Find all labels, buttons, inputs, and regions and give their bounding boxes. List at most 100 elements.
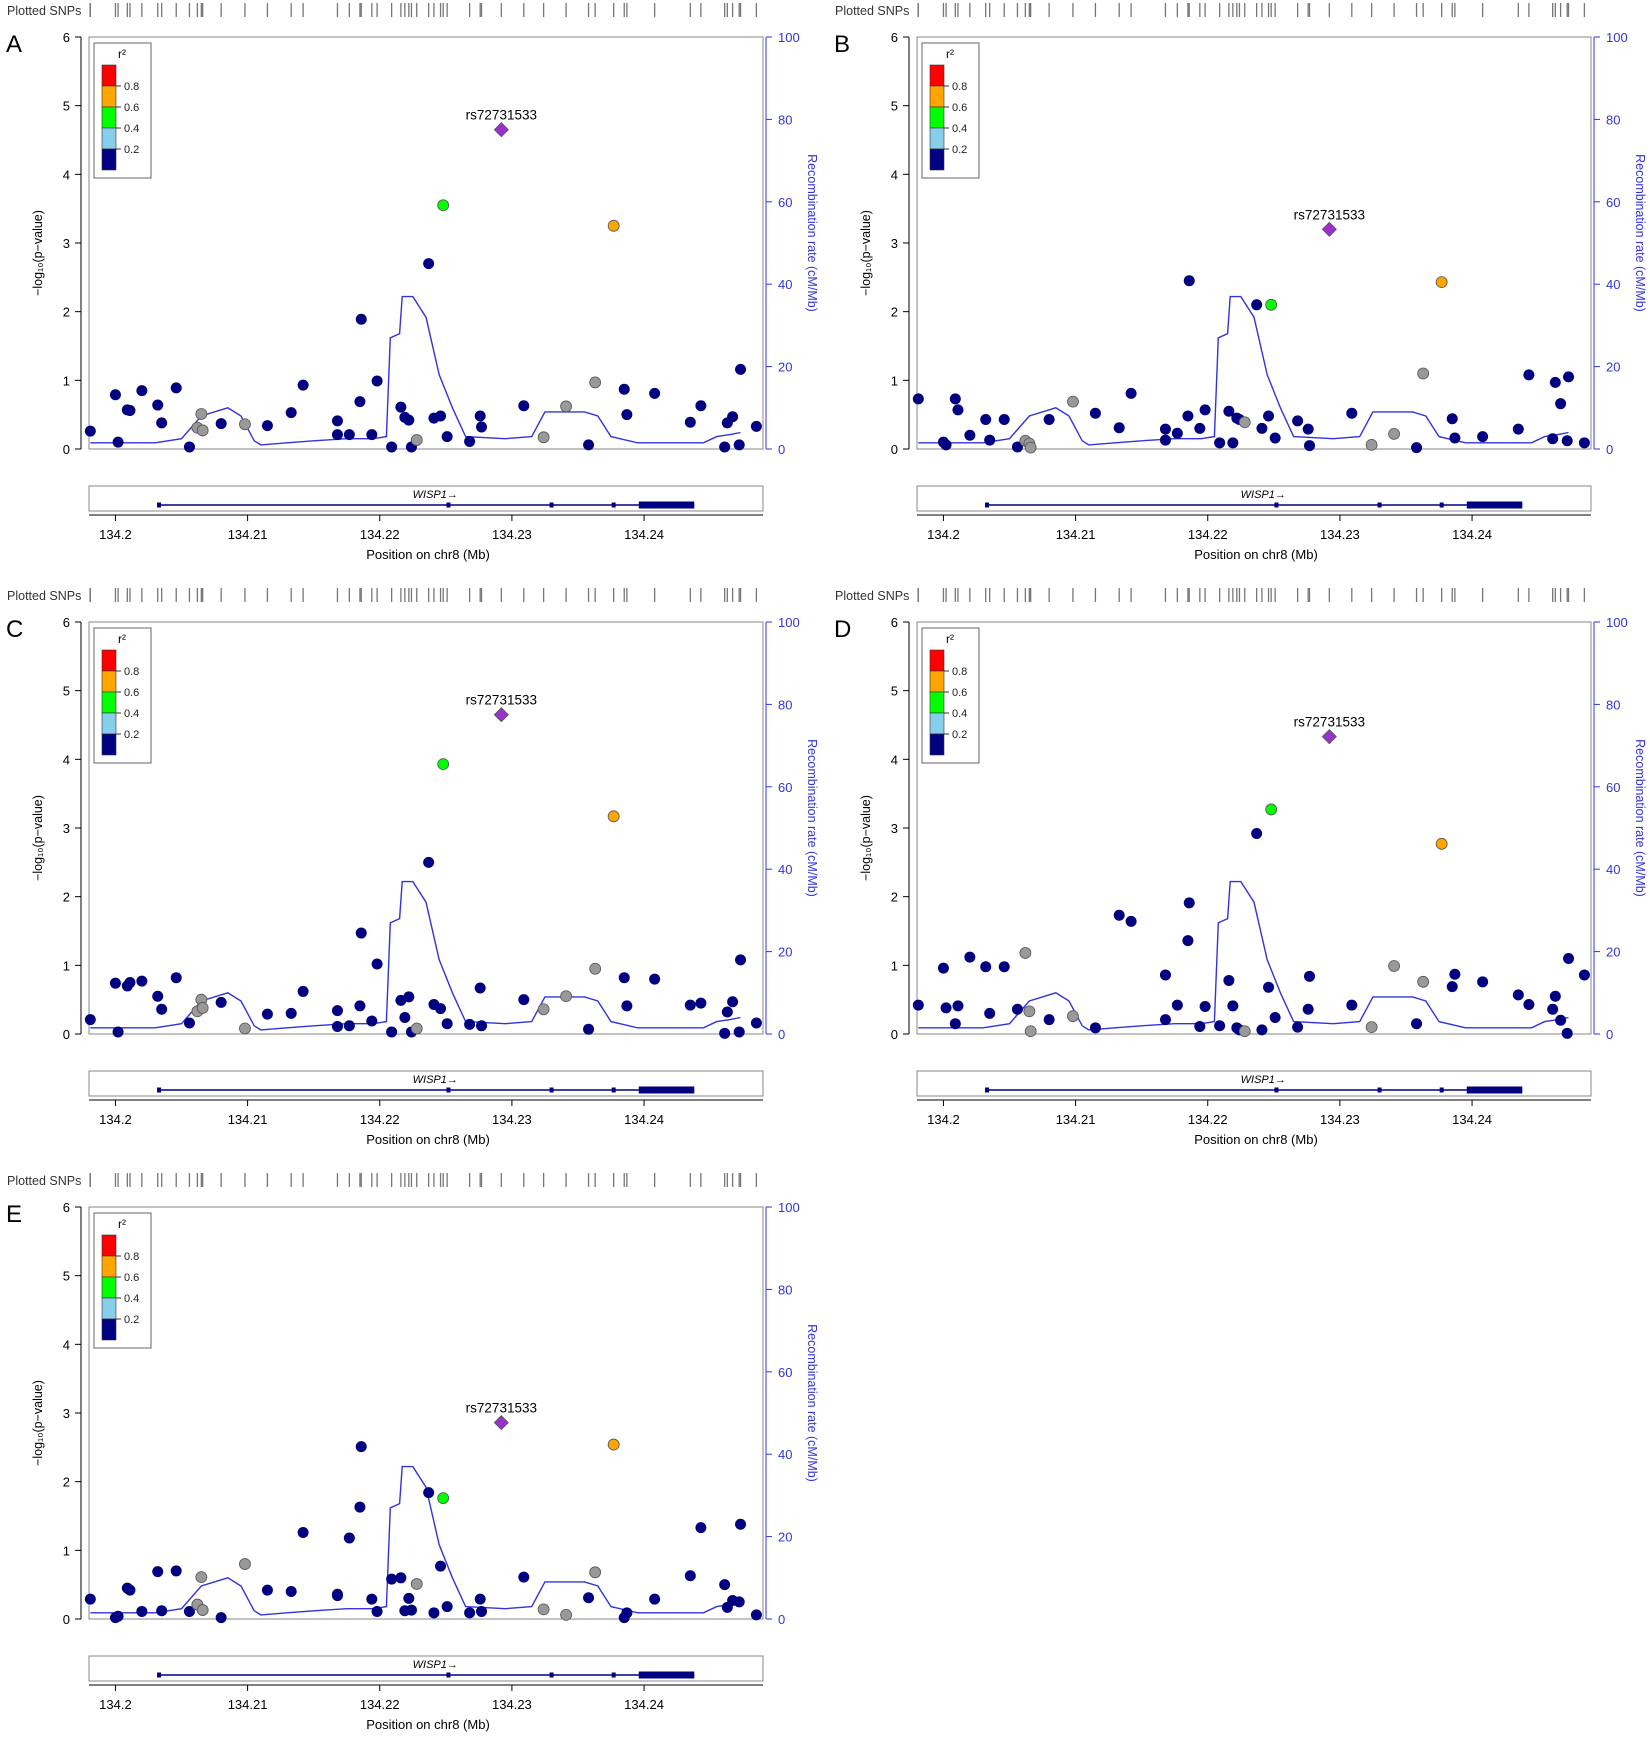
y-tick-label: 6 xyxy=(891,615,898,630)
snp-point xyxy=(1477,976,1489,988)
snp-point xyxy=(1011,441,1023,453)
snp-point xyxy=(1199,404,1211,416)
gene-label: WISP1→ xyxy=(413,1074,458,1086)
legend-swatch xyxy=(101,1318,117,1341)
y-axis-label: −log₁₀(p−value) xyxy=(859,795,873,881)
snp-point xyxy=(1302,1003,1314,1015)
snp-point xyxy=(423,258,435,270)
legend-swatch xyxy=(101,64,117,87)
snp-point xyxy=(476,1020,488,1032)
snp-point xyxy=(1223,405,1235,417)
y2-tick-label: 100 xyxy=(1606,615,1628,630)
snp-point xyxy=(285,407,297,419)
y-tick-label: 0 xyxy=(891,1027,898,1042)
x-tick-label: 134.23 xyxy=(492,527,532,542)
panel-A: A Plotted SNPs 0 1 2 3 4 5 6 −log₁₀(p−value) 0 20 40… xyxy=(6,3,819,562)
snp-point xyxy=(735,1518,747,1530)
snp-point xyxy=(1512,989,1524,1001)
y-tick-label: 4 xyxy=(63,167,70,182)
snp-point xyxy=(261,1008,273,1020)
gene-label: WISP1→ xyxy=(413,489,458,501)
x-axis-label: Position on chr8 (Mb) xyxy=(366,1132,490,1147)
snp-point xyxy=(952,1000,964,1012)
snp-point xyxy=(239,1558,251,1570)
snp-point xyxy=(1194,1020,1206,1032)
legend-tick-label: 0.8 xyxy=(952,666,967,678)
snp-point xyxy=(937,962,949,974)
plotted-snps-label: Plotted SNPs xyxy=(7,4,81,18)
snp-point xyxy=(355,927,367,939)
snp-point xyxy=(297,379,309,391)
snp-point xyxy=(719,1027,731,1039)
snp-point xyxy=(684,999,696,1011)
snp-point xyxy=(727,996,739,1008)
snp-point xyxy=(1578,969,1590,981)
panel-letter: C xyxy=(6,616,23,643)
x-tick-label: 134.23 xyxy=(492,1697,532,1712)
snp-point xyxy=(124,405,136,417)
legend-tick-label: 0.8 xyxy=(124,81,139,93)
snp-point xyxy=(441,431,453,443)
snp-point xyxy=(156,1605,168,1617)
gene-utr-block xyxy=(1466,501,1523,509)
x-tick-label: 134.22 xyxy=(360,1112,400,1127)
snp-point xyxy=(183,1017,195,1029)
recombination-line xyxy=(918,295,1569,446)
snp-point xyxy=(735,954,747,966)
recombination-line xyxy=(90,880,741,1031)
snp-point xyxy=(464,1607,476,1619)
legend-tick-label: 0.4 xyxy=(124,123,139,135)
y2-tick-label: 60 xyxy=(1606,195,1620,210)
lead-snp-label: rs72731533 xyxy=(466,693,537,708)
snp-point xyxy=(949,393,961,405)
snp-point xyxy=(395,401,407,413)
snp-point xyxy=(1265,298,1278,311)
gene-track-frame xyxy=(916,1070,1592,1097)
snp-point xyxy=(1549,376,1561,388)
snp-point xyxy=(607,1438,620,1451)
x-axis-label: Position on chr8 (Mb) xyxy=(1194,547,1318,562)
y2-tick-label: 80 xyxy=(1606,697,1620,712)
snp-point xyxy=(518,400,530,412)
snp-point xyxy=(984,434,996,446)
legend-tick-label: 0.6 xyxy=(124,1272,139,1284)
gene-exon xyxy=(1439,502,1444,508)
snp-point xyxy=(136,975,148,987)
legend-tick-label: 0.2 xyxy=(124,144,139,156)
y-tick-label: 1 xyxy=(63,1543,70,1558)
gene-exon xyxy=(1274,502,1279,508)
snp-point xyxy=(1024,1025,1037,1038)
snp-point xyxy=(560,1608,572,1621)
snp-point xyxy=(1159,969,1171,981)
snp-point xyxy=(156,1003,168,1015)
snp-point xyxy=(331,1588,343,1600)
legend-tick-label: 0.4 xyxy=(952,708,967,720)
snp-point xyxy=(1182,410,1194,422)
snp-point xyxy=(537,1003,550,1016)
snp-point xyxy=(1011,1003,1023,1015)
y-tick-label: 4 xyxy=(891,752,898,767)
snp-point xyxy=(1256,422,1268,434)
snp-point xyxy=(560,990,572,1003)
y-tick-label: 1 xyxy=(891,958,898,973)
plotted-snps-label: Plotted SNPs xyxy=(7,1174,81,1188)
snp-point xyxy=(1089,1022,1101,1034)
legend-title: r² xyxy=(118,1217,126,1231)
ld-legend: r² 0.8 0.6 0.4 0.2 xyxy=(93,42,152,179)
snp-point xyxy=(423,1487,435,1499)
snp-point xyxy=(195,408,208,420)
snp-point xyxy=(1555,398,1567,410)
snp-point xyxy=(403,1592,415,1604)
panel-D: D Plotted SNPs 0 1 2 3 4 5 6 −log₁₀(p−value) 0 20 40… xyxy=(834,588,1647,1147)
snp-point xyxy=(84,1014,96,1026)
y2-tick-label: 60 xyxy=(778,1365,792,1380)
snp-point xyxy=(940,439,952,451)
snp-point xyxy=(1561,1027,1573,1039)
legend-swatch xyxy=(929,733,945,756)
panel-C: C Plotted SNPs 0 1 2 3 4 5 6 −log₁₀(p−value) 0 20 40… xyxy=(6,588,819,1147)
snp-point xyxy=(733,439,745,451)
snp-point xyxy=(331,415,343,427)
snp-point xyxy=(733,1026,745,1038)
snp-point xyxy=(1388,427,1400,440)
snp-point xyxy=(684,416,696,428)
